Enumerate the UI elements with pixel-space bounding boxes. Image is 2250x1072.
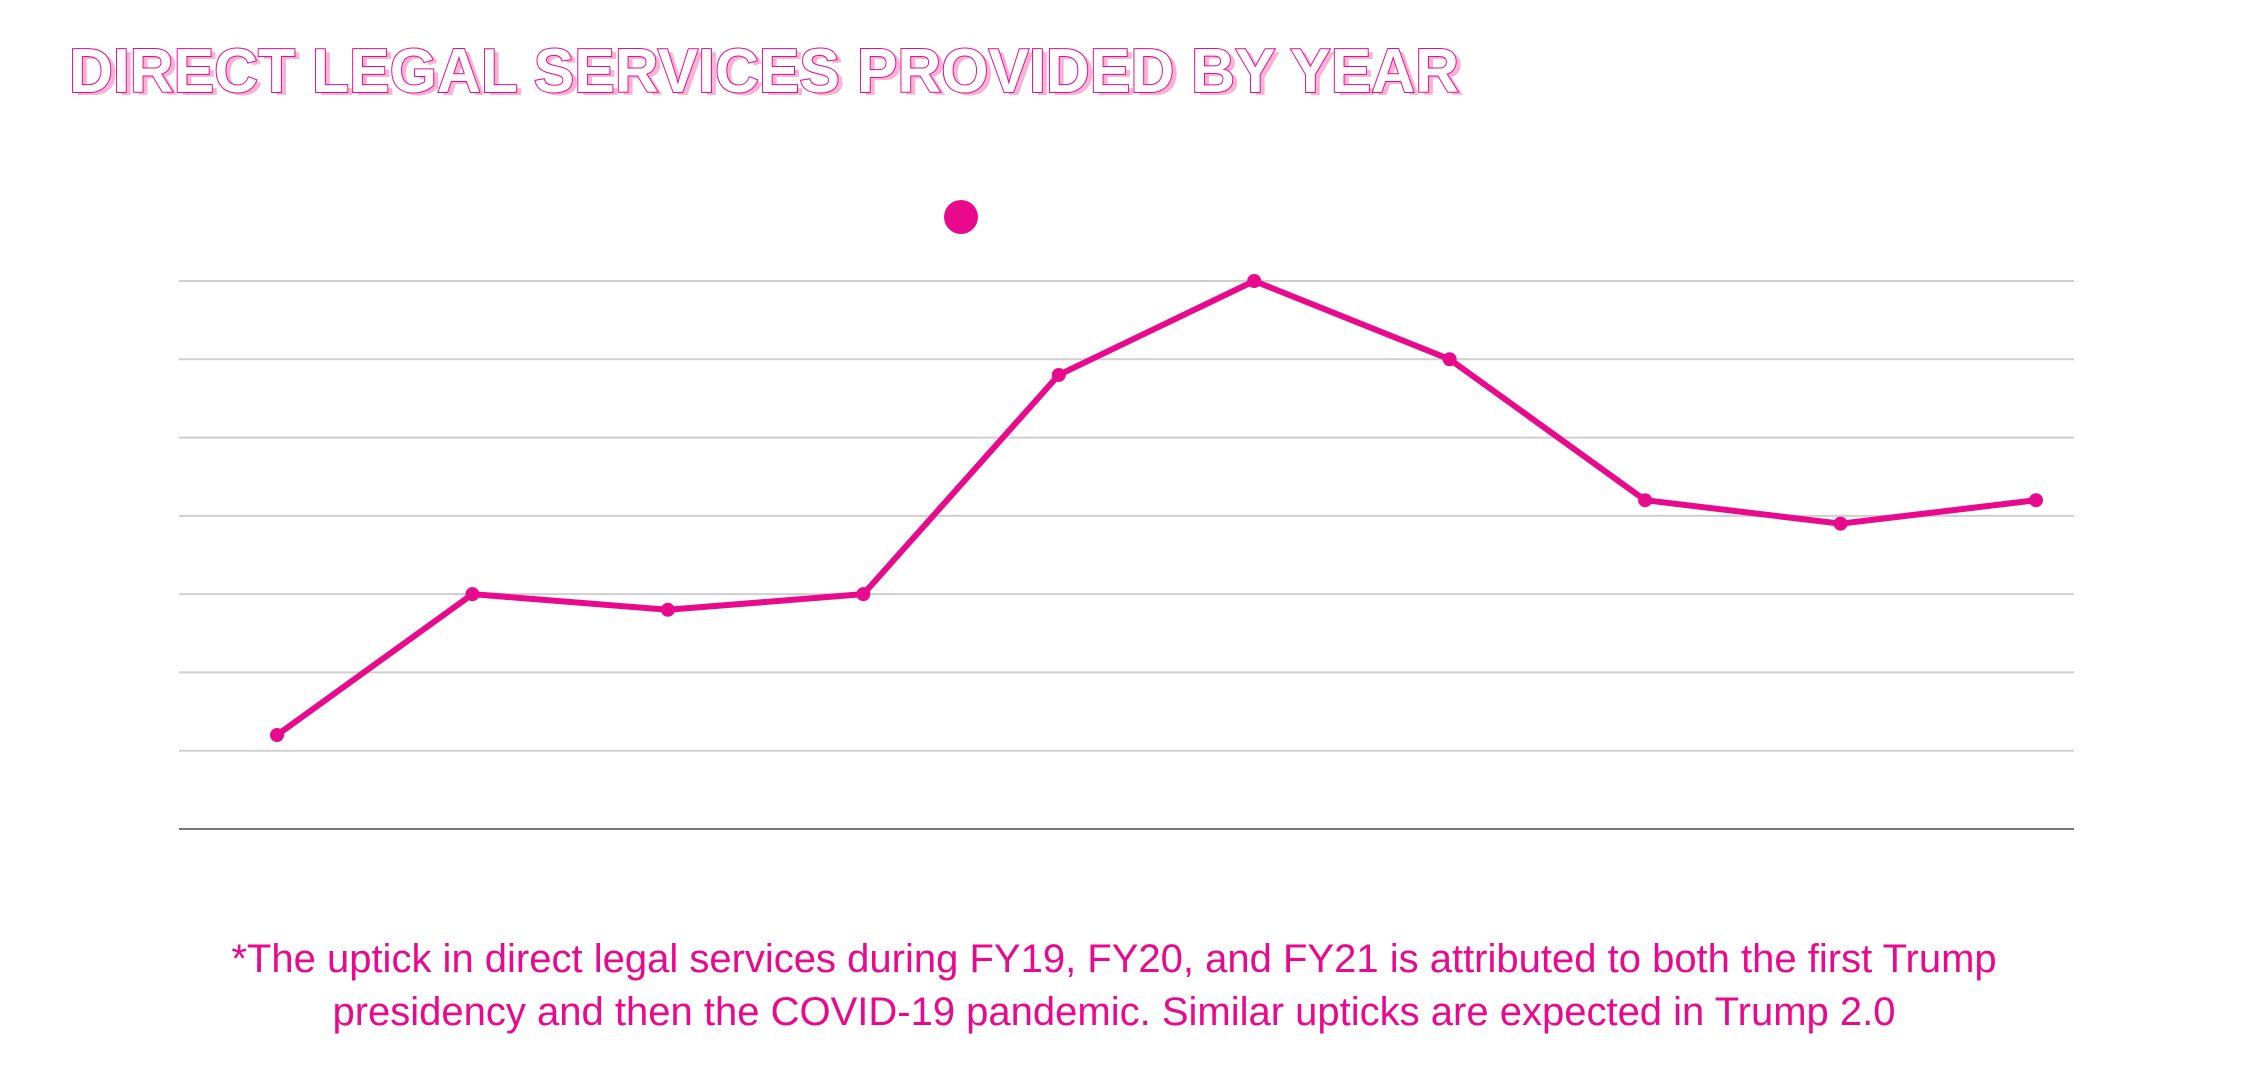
footnote: *The uptick in direct legal services dur…: [231, 937, 1996, 981]
chart-title-shadow: DIRECT LEGAL SERVICES PROVIDED BY YEAR: [74, 40, 1464, 109]
data-point: [2029, 493, 2043, 508]
data-point: [270, 728, 284, 743]
data-point: [660, 602, 675, 617]
data-point: [1833, 516, 1848, 531]
data-point: [1247, 274, 1262, 288]
chart-title: DIRECT LEGAL SERVICES PROVIDED BY YEAR: [69, 37, 1459, 106]
data-point: [1442, 352, 1457, 367]
data-point: [1638, 493, 1653, 508]
data-point: [1051, 367, 1066, 382]
legend-marker: [944, 200, 978, 234]
data-point: [465, 587, 480, 602]
footnote: presidency and then the COVID-19 pandemi…: [332, 990, 1895, 1034]
data-line: [275, 278, 2037, 738]
data-point: [856, 587, 871, 602]
